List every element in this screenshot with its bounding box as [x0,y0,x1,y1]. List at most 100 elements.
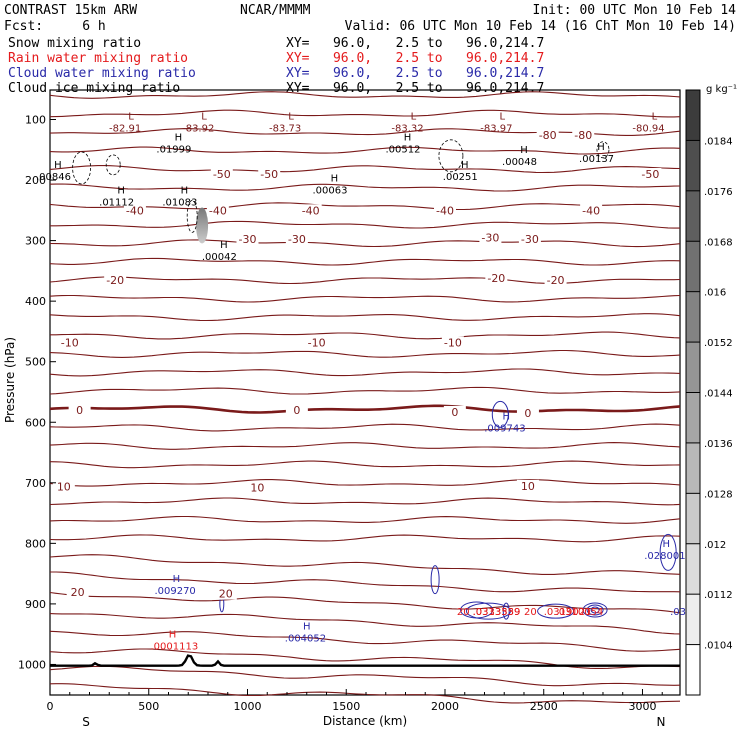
temperature-isoline [49,386,681,395]
contour-label-bg [246,481,269,494]
legend: Snow mixing ratio XY= 96.0, 2.5 to 96.0,… [8,36,544,96]
colorbar-tick-label: .0128 [704,489,733,500]
contour-label-bg [433,204,456,217]
extremum-value: .00063 [312,185,347,196]
contour-label-bg [66,585,89,598]
extremum-value: .00042 [202,252,237,263]
extremum-value: .00048 [502,157,537,168]
snow-shading [196,207,209,244]
colorbar-tick-label: .0152 [704,338,733,349]
temperature-isoline [49,183,681,192]
temperature-isoline [49,349,681,358]
y-tick-label: 500 [25,356,46,369]
x-axis: 0 500 1000 1500 2000 2500 3000 [47,689,663,713]
temperature-contour-label: 10 [521,480,535,493]
temperature-isoline [49,497,681,506]
model-title: CONTRAST 15km ARW [4,3,137,18]
contour-label-bg [518,232,541,245]
temperature-contour-label: -30 [288,233,306,246]
high-marker: H [173,574,181,585]
cloudwater-contour [502,602,510,620]
cluster-label: .03 [670,607,686,618]
temperature-contour-label: 0 [451,406,458,419]
temperature-isoline [49,442,681,450]
temperature-isoline [49,591,681,614]
y-tick-label: 700 [25,477,46,490]
temperature-isoline [49,239,681,248]
contour-label-bg [68,404,91,417]
legend-cloudice: Cloud ice mixing ratio [8,81,180,96]
contour-label-bg [123,204,146,217]
high-marker: H [303,621,311,632]
org-label: NCAR/MMMM [240,3,311,18]
temperature-contour-label: -10 [61,336,79,349]
high-marker: H [169,629,177,640]
high-marker: H [181,185,189,196]
contour-label-bg [285,232,308,245]
extremum-value: -83.97 [480,124,512,135]
colorbar-swatch [686,493,700,545]
y-tick-label: 400 [25,295,46,308]
temperature-contour-label: -40 [209,204,227,217]
temperature-contour-label: -40 [302,204,320,217]
extremum-value: .009743 [484,423,525,434]
y-axis: 100 200 300 400 500 600 700 800 900 1000 [18,114,56,671]
contour-label-bg [210,167,233,180]
snow-contour [105,154,121,176]
contour-label-bg [516,407,539,420]
low-marker: L [128,112,134,123]
xy-cloudwater: XY= 96.0, 2.5 to 96.0,214.7 [286,66,544,81]
snow-contour [596,141,610,159]
high-marker: H [117,185,125,196]
contour-label-bg [516,479,539,492]
low-marker: L [500,112,506,123]
temperature-isoline [49,515,681,524]
extremum-value: .004052 [285,633,326,644]
temperature-contour-label: -30 [239,233,257,246]
cloudwater-contour [537,603,575,619]
cluster-label: 20 [524,607,537,618]
colorbar-swatch [686,241,700,293]
xy-cloudice: XY= 96.0, 2.5 to 96.0,214.7 [286,81,544,96]
contour-label-bg [536,129,559,142]
temperature-isoline [50,220,680,229]
colorbar-swatch [686,190,700,242]
contour-label-bg [52,480,75,493]
temperature-contour-label: -40 [126,204,144,217]
contour-label-bg [441,336,464,349]
colorbar: .0184 .0176 .0168 .016 .0152 .0144 .0136 .0128.… [685,89,733,696]
high-marker: H [662,539,670,550]
cloudwater-contour [582,602,608,618]
y-tick-label: 900 [25,598,46,611]
colorbar-tick-label: .0136 [704,439,733,450]
low-marker: L [288,112,294,123]
fcst-label: Fcst: 6 h [4,19,106,34]
y-tick-label: 800 [25,537,46,550]
temperature-isoline [49,368,681,377]
x-tick-label: 1500 [332,700,360,713]
contour-label-bg [58,336,81,349]
colorbar-swatch [686,442,700,494]
temperature-contour-label: 10 [57,480,71,493]
contour-label-bg [285,404,308,417]
temperature-isoline [50,331,681,340]
x-end-left: S [82,715,90,729]
cluster-label: 20 [457,607,470,618]
valid-label: Valid: 06 UTC Mon 10 Feb 14 (16 ChT Mon … [345,19,736,34]
colorbar-tick-label: .0104 [704,641,733,652]
contour-label-bg [639,167,662,180]
cloudwater-contour [491,400,509,428]
moisture-features [50,139,680,667]
high-marker: H [331,173,339,184]
temperature-isoline [49,257,681,266]
temperature-isoline [49,165,681,174]
contour-label-bg [485,272,508,285]
cluster-label: .0310054 [556,607,604,618]
contour-label-bg [258,167,281,180]
x-end-right: N [657,715,666,729]
colorbar-unit: g kg⁻¹ [706,84,737,95]
x-tick-label: 500 [138,700,159,713]
temperature-contour-label: -20 [547,274,565,287]
temperature-isoline [49,404,681,414]
temperature-contour-label: 20 [71,586,85,599]
